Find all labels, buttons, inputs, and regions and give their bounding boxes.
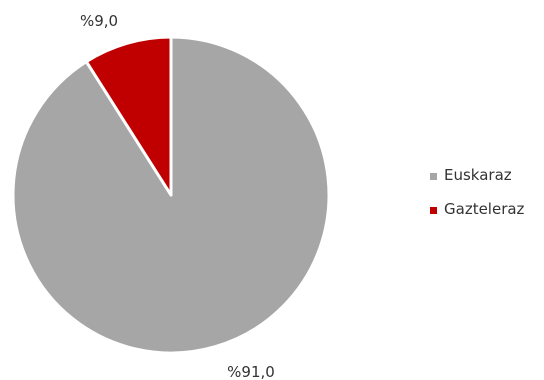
data-label-gazteleraz: %9,0 [80,12,118,30]
data-label-euskaraz: %91,0 [227,363,275,380]
pie-data-labels: %91,0 %9,0 [80,12,275,380]
legend-swatch-euskaraz [430,173,437,180]
legend: Euskaraz Gazteleraz [430,166,525,218]
pie-slice-gazteleraz [84,35,173,197]
legend-label-gazteleraz: Gazteleraz [444,200,525,218]
legend-label-euskaraz: Euskaraz [444,166,512,184]
legend-swatch-gazteleraz [430,207,437,214]
pie-slices [11,35,331,355]
